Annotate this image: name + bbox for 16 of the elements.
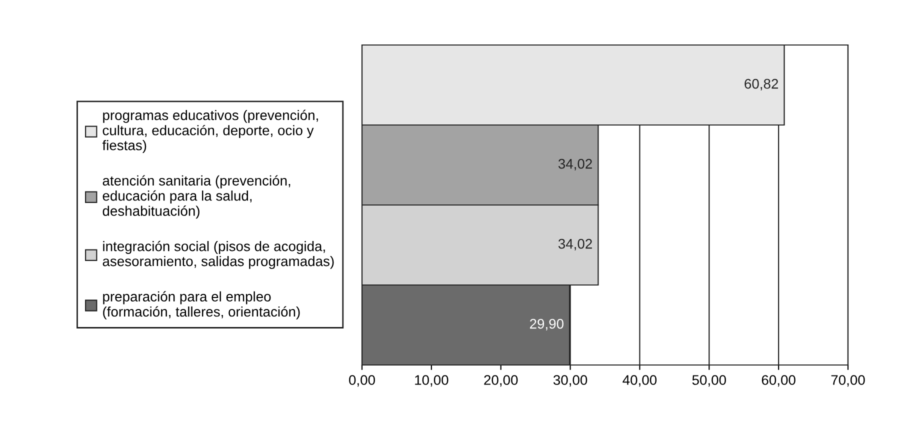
data-label: 34,02 bbox=[558, 238, 592, 250]
legend-label: preparación para el empleo (formación, talleres, orientación) bbox=[103, 291, 300, 320]
x-tick-label: 30,00 bbox=[553, 375, 588, 387]
data-label: 29,90 bbox=[530, 318, 564, 330]
legend-label: atención sanitaria (prevención, educación para la salud, deshabituación) bbox=[102, 175, 290, 219]
data-label: 60,82 bbox=[744, 78, 778, 90]
legend-label: integración social (pisos de acogida, asesoramiento, salidas programadas) bbox=[102, 240, 334, 269]
x-tick-label: 20,00 bbox=[484, 375, 518, 387]
data-label: 34,02 bbox=[558, 158, 592, 170]
x-tick-label: 50,00 bbox=[692, 375, 726, 387]
x-tick-label: 10,00 bbox=[415, 375, 448, 387]
x-tick-label: 60,00 bbox=[762, 375, 796, 387]
x-tick-label: 40,00 bbox=[622, 375, 657, 387]
x-tick-label: 70,00 bbox=[831, 375, 865, 387]
legend-label: programas educativos (prevención, cultura, educación, deporte, ocio y fiestas) bbox=[102, 110, 318, 154]
x-tick-label: 0,00 bbox=[349, 375, 375, 387]
